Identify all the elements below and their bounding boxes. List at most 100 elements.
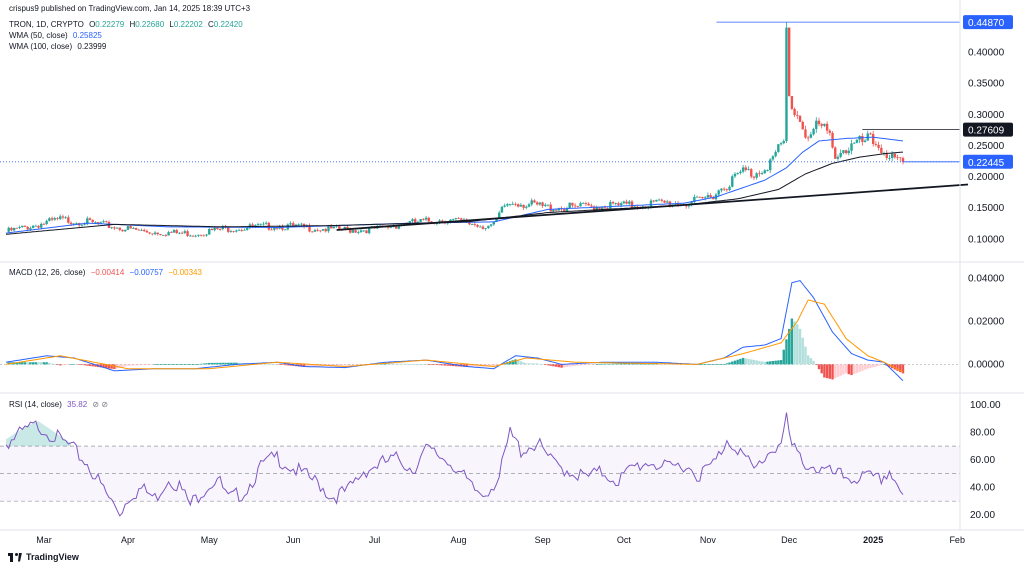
visibility-icon[interactable]: ⊘ ⊘ — [92, 400, 109, 409]
macd-histogram-bar — [148, 364, 151, 365]
candle-body — [899, 157, 902, 159]
candle-body — [183, 231, 187, 233]
macd-histogram-bar — [105, 364, 108, 369]
candle-body — [289, 223, 292, 225]
macd-histogram-bar — [842, 364, 845, 375]
candle-body — [148, 232, 151, 234]
candle-body — [698, 196, 701, 198]
macd-histogram-bar — [45, 362, 48, 365]
candle-body — [712, 197, 715, 200]
macd-histogram-bar — [335, 364, 338, 366]
candle-body — [619, 203, 623, 206]
candle-body — [847, 150, 851, 154]
candle-body — [80, 224, 84, 226]
price-tick-label: 0.25000 — [968, 141, 1005, 152]
macd-histogram-bar — [343, 364, 346, 366]
candle-body — [796, 115, 799, 116]
macd-histogram-bar — [893, 364, 897, 370]
macd-histogram-bar — [782, 349, 785, 365]
rsi-label: RSI (14, close) — [9, 400, 62, 409]
candle-body — [535, 202, 539, 205]
price-tick-label: 0.40000 — [968, 47, 1005, 58]
candle-body — [15, 227, 19, 229]
macd-histogram-bar — [208, 362, 211, 365]
candle-body — [61, 216, 65, 218]
macd-histogram-bar — [384, 363, 387, 365]
macd-histogram-bar — [752, 359, 756, 365]
candle-body — [329, 225, 333, 229]
price-level-tag — [963, 154, 1013, 169]
candle-body — [877, 144, 880, 148]
macd-histogram-bar — [132, 364, 135, 366]
macd-histogram-bar — [834, 364, 837, 379]
candle-body — [197, 234, 200, 236]
candle-body — [527, 204, 531, 207]
candle-body — [804, 129, 807, 138]
macd-histogram-bar — [194, 364, 197, 365]
price-level-tag — [963, 15, 1013, 30]
macd-histogram-bar — [858, 364, 861, 372]
candle-body — [498, 212, 501, 219]
candle-body — [113, 227, 116, 229]
macd-histogram-bar — [56, 364, 59, 365]
macd-histogram-bar — [170, 364, 173, 365]
macd-histogram-bar — [698, 364, 701, 365]
candle-body — [628, 201, 631, 204]
candle-body — [275, 227, 279, 229]
macd-histogram-bar — [18, 362, 21, 365]
candle-body — [156, 232, 159, 235]
macd-histogram-bar — [701, 364, 704, 365]
macd-histogram-bar — [487, 364, 490, 367]
macd-histogram-bar — [403, 363, 406, 365]
macd-histogram-bar — [430, 364, 433, 365]
macd-histogram-bar — [422, 364, 425, 365]
candle-body — [457, 218, 460, 219]
candle-body — [516, 204, 520, 207]
candle-body — [823, 123, 826, 126]
candle-body — [422, 219, 425, 220]
time-tick-label: Sep — [535, 535, 551, 545]
candle-body — [441, 220, 444, 222]
time-tick-label: Oct — [617, 535, 632, 545]
candle-body — [514, 203, 517, 205]
price-level-label: 0.22445 — [968, 158, 1005, 169]
price-level-label: 0.27609 — [968, 126, 1005, 137]
candle-body — [411, 219, 414, 222]
candle-body — [199, 234, 203, 236]
candle-body — [343, 226, 346, 230]
macd-histogram-bar — [473, 364, 477, 367]
time-tick-label: Aug — [451, 535, 467, 545]
candle-body — [888, 157, 891, 159]
candle-body — [885, 152, 888, 158]
candle-body — [609, 202, 612, 210]
macd-histogram-bar — [167, 364, 170, 365]
macd-histogram-bar — [235, 362, 238, 365]
candle-body — [29, 228, 32, 230]
price-level-label: 0.44870 — [968, 18, 1005, 29]
macd-histogram-bar — [300, 364, 303, 367]
candle-body — [611, 202, 615, 204]
macd-histogram-bar — [134, 364, 138, 366]
candle-body — [649, 200, 653, 207]
macd-histogram-bar — [541, 364, 544, 365]
candle-body — [37, 225, 40, 228]
candle-body — [798, 115, 802, 122]
time-tick-label: Apr — [121, 535, 135, 545]
candle-body — [72, 223, 75, 225]
candle-body — [416, 221, 420, 223]
macd-histogram-bar — [465, 364, 468, 367]
candle-body — [592, 206, 596, 211]
macd-histogram-bar — [197, 364, 200, 365]
candle-body — [763, 170, 766, 174]
macd-histogram-bar — [798, 328, 802, 365]
candle-body — [327, 225, 330, 232]
macd-histogram-bar — [779, 360, 783, 365]
macd-histogram-bar — [636, 363, 639, 365]
candle-body — [264, 222, 268, 224]
macd-histogram-bar — [264, 363, 268, 365]
macd-histogram-bar — [224, 362, 227, 365]
candle-body — [766, 170, 769, 171]
macd-histogram-bar — [633, 363, 636, 365]
candle-body — [91, 219, 94, 223]
candle-body — [782, 140, 785, 144]
